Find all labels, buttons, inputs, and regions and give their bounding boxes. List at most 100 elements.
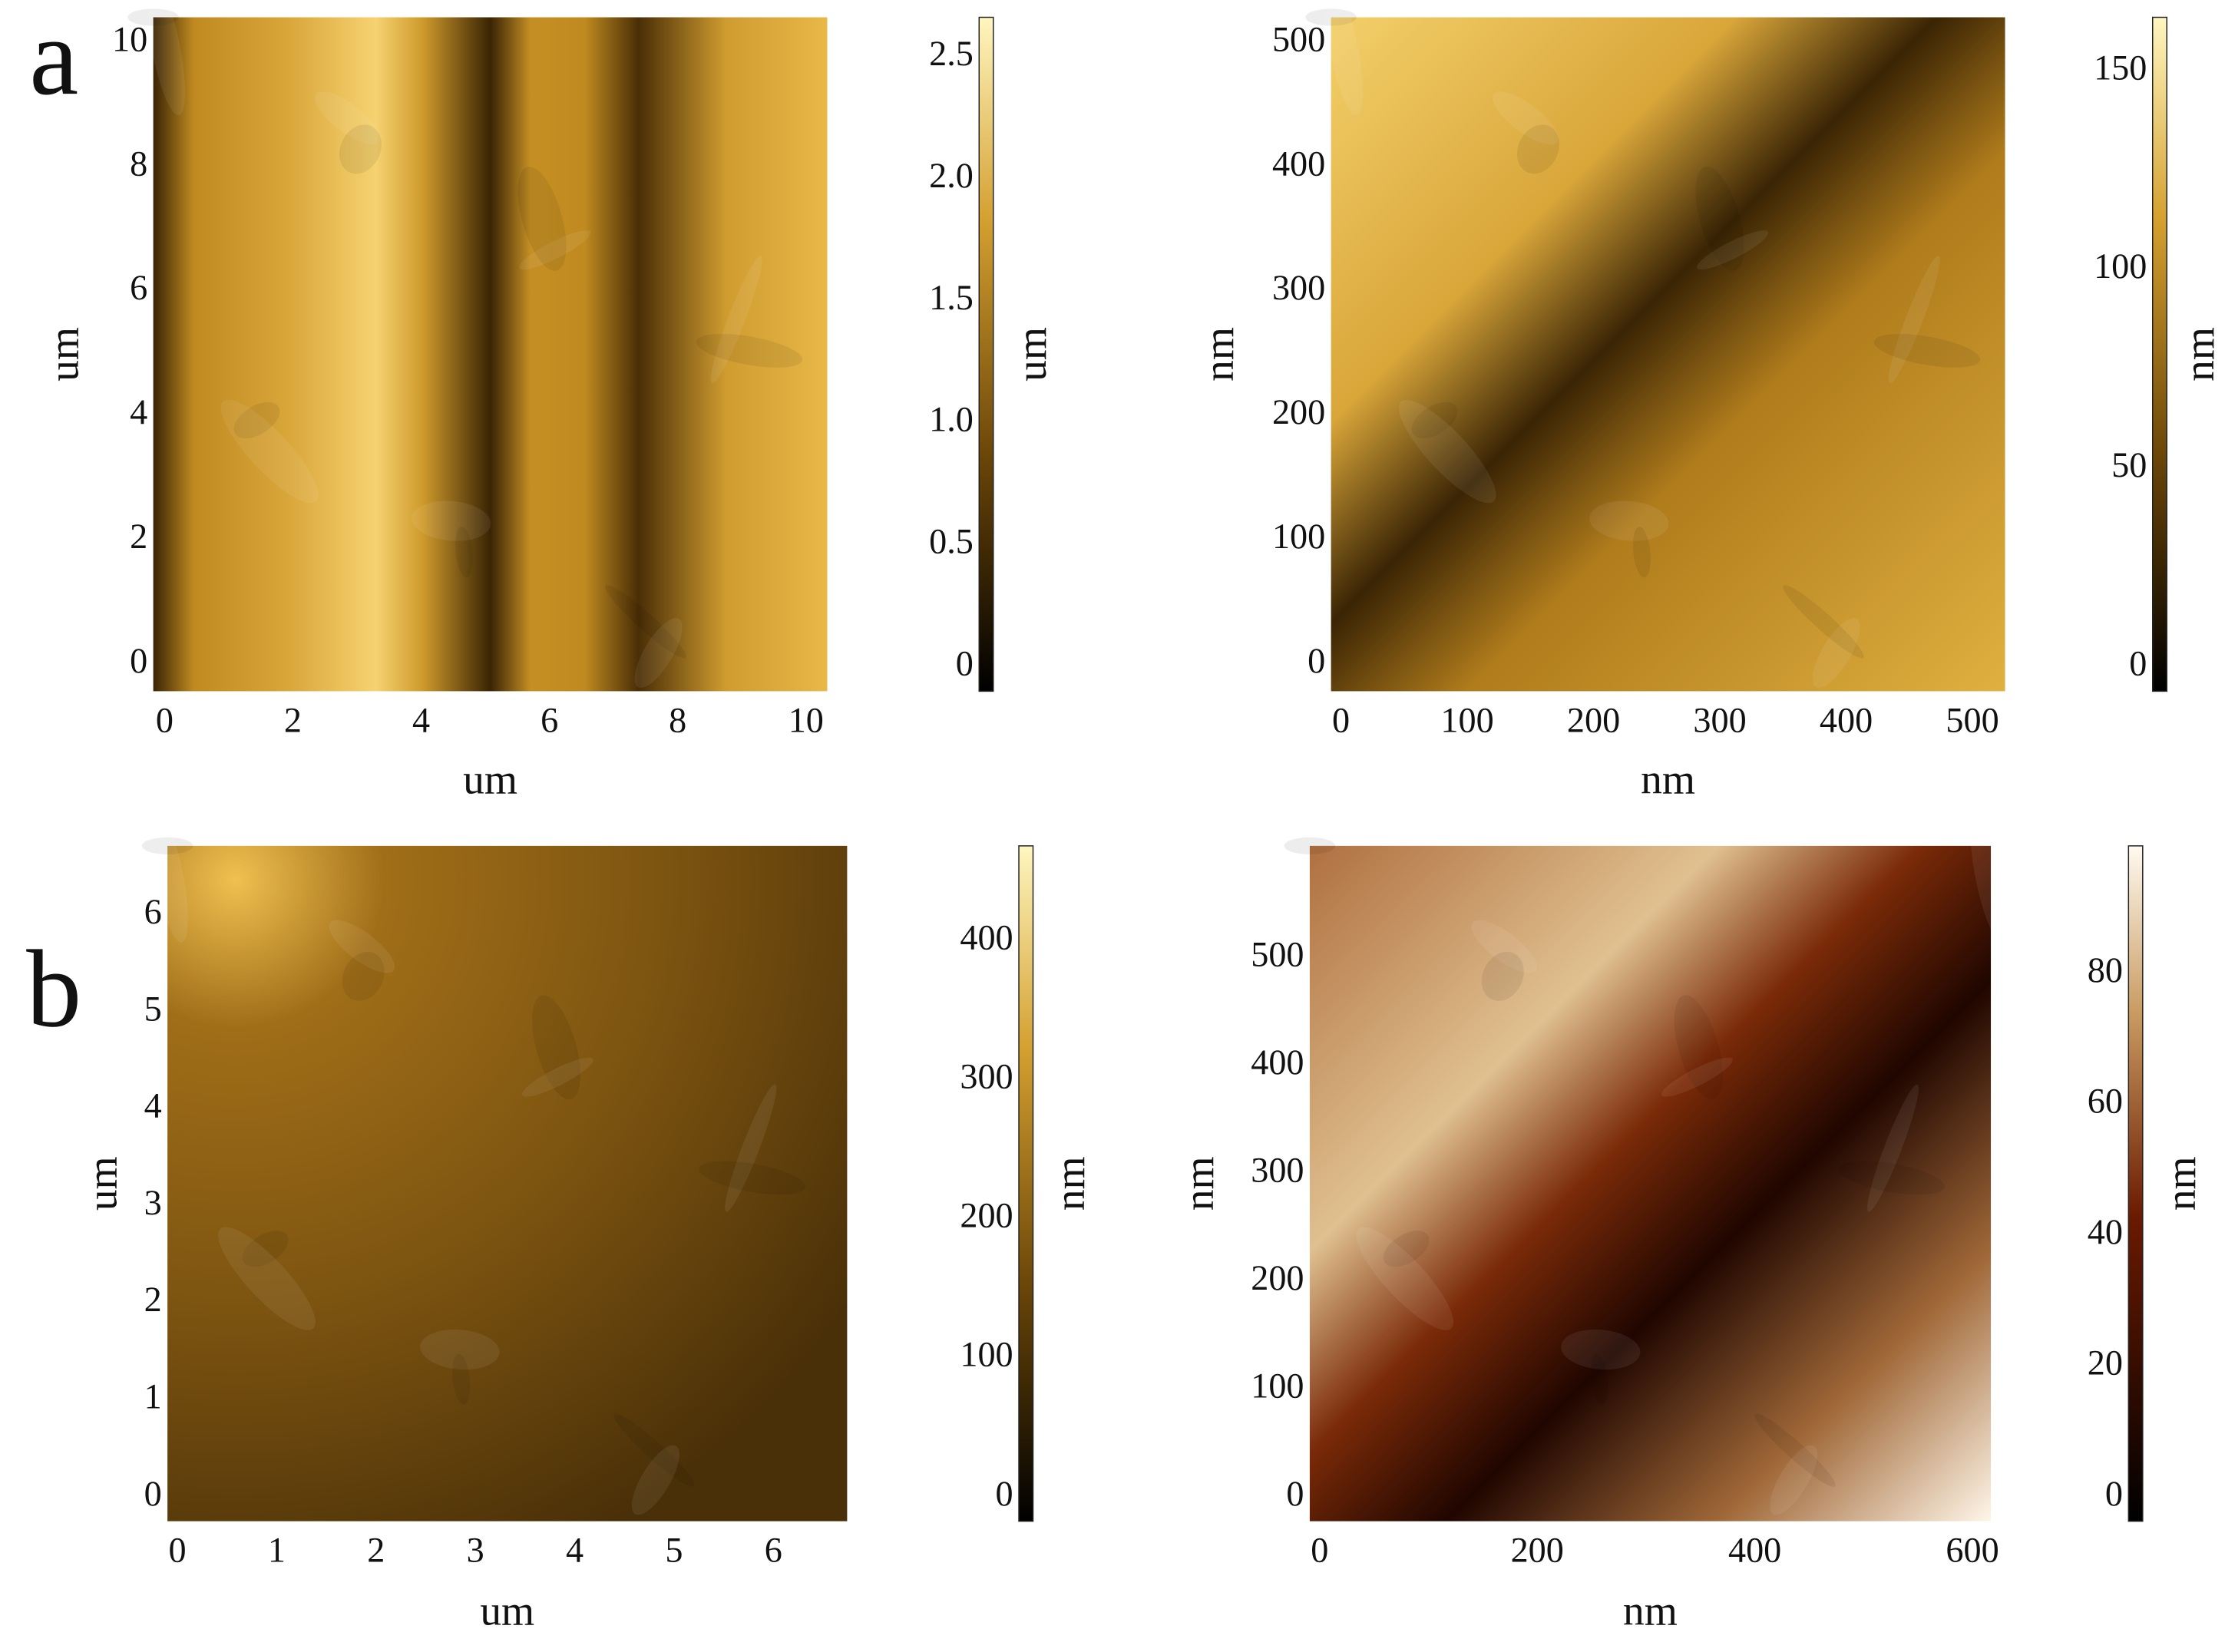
y-tick-label: 3: [144, 1183, 162, 1222]
colorbar-tick-label: 80: [2088, 950, 2123, 990]
y-tick-label: 6: [130, 268, 147, 307]
x-tick-label: 2: [367, 1531, 385, 1570]
texture: [517, 167, 567, 271]
y-tick-label: 500: [1272, 19, 1325, 58]
y-tick-label: 10: [112, 19, 147, 58]
texture: [1873, 333, 1981, 368]
afm-image: [153, 17, 828, 692]
x-tick-label: 0: [168, 1531, 186, 1570]
texture: [147, 0, 186, 116]
y-axis-label: um: [40, 327, 87, 382]
texture: [710, 256, 762, 384]
x-tick-label: 600: [1946, 1531, 1999, 1570]
y-axis-label: um: [78, 1156, 125, 1211]
colorbar-tick-label: 300: [960, 1056, 1013, 1095]
texture: [1284, 837, 1336, 854]
texture: [1661, 1057, 1733, 1097]
x-tick-label: 6: [541, 701, 558, 740]
texture: [127, 8, 179, 26]
afm-image: [1309, 845, 1992, 1521]
colorbar-tick-label: 200: [960, 1196, 1013, 1235]
colorbar-tick-label: 0: [2105, 1474, 2123, 1513]
y-tick-label: 8: [130, 144, 147, 183]
texture: [699, 1161, 805, 1195]
texture: [141, 837, 193, 854]
y-tick-label: 4: [144, 1086, 162, 1125]
colorbar-tick-label: 50: [2111, 445, 2147, 484]
x-tick-label: 100: [1440, 701, 1493, 740]
texture: [1674, 995, 1723, 1100]
texture: [1697, 230, 1769, 270]
texture: [519, 230, 591, 270]
x-tick-label: 300: [1693, 701, 1746, 740]
texture: [1493, 91, 1559, 145]
colorbar-tick-label: 1.5: [929, 278, 974, 317]
texture: [455, 527, 473, 578]
afm-image: [1331, 17, 2005, 692]
x-tick-label: 200: [1567, 701, 1620, 740]
colorbar-tick-label: 150: [2094, 48, 2147, 87]
x-axis-label: nm: [1623, 1587, 1678, 1634]
texture: [1867, 1084, 1919, 1212]
texture: [1324, 0, 1364, 116]
x-axis-label: um: [480, 1587, 534, 1634]
texture: [1398, 399, 1496, 504]
y-tick-label: 6: [144, 892, 162, 931]
x-axis-label: um: [463, 755, 517, 802]
x-tick-label: 400: [1728, 1531, 1781, 1570]
texture: [631, 1445, 679, 1515]
texture: [339, 124, 382, 174]
y-tick-label: 100: [1251, 1366, 1304, 1405]
texture: [531, 995, 581, 1100]
x-tick-label: 200: [1511, 1531, 1564, 1570]
texture: [521, 1057, 593, 1097]
texture: [1783, 585, 1864, 659]
y-tick-label: 5: [144, 989, 162, 1028]
colorbar-tick-label: 100: [2094, 246, 2147, 286]
y-tick-label: 4: [130, 392, 147, 431]
y-tick-label: 1: [144, 1377, 162, 1416]
colorbar-label: nm: [1046, 1156, 1093, 1211]
texture: [1517, 124, 1559, 174]
colorbar-tick-label: 2.0: [929, 156, 974, 195]
texture: [452, 1353, 471, 1405]
texture: [1356, 1227, 1454, 1330]
texture: [1838, 1161, 1945, 1195]
texture: [315, 91, 381, 145]
texture: [218, 1227, 316, 1330]
x-tick-label: 0: [1311, 1531, 1328, 1570]
texture: [605, 585, 686, 659]
y-tick-label: 400: [1251, 1042, 1304, 1082]
y-tick-label: 400: [1272, 144, 1325, 183]
texture: [1970, 808, 2009, 943]
y-tick-label: 0: [1286, 1474, 1304, 1513]
texture: [696, 333, 803, 368]
colorbar-tick-label: 0: [996, 1474, 1013, 1513]
y-tick-label: 0: [130, 641, 147, 680]
texture: [1888, 256, 1940, 384]
x-tick-label: 3: [467, 1531, 484, 1570]
y-tick-label: 200: [1272, 392, 1325, 431]
texture: [420, 1329, 500, 1370]
y-tick-label: 0: [1308, 641, 1325, 680]
colorbar: [2127, 845, 2144, 1522]
texture: [1632, 527, 1651, 578]
y-tick-label: 500: [1251, 934, 1304, 973]
y-axis-label: nm: [1175, 1156, 1222, 1211]
colorbar-tick-label: 0: [2129, 644, 2147, 683]
colorbar: [1018, 845, 1034, 1522]
texture: [725, 1084, 777, 1212]
texture: [220, 399, 319, 504]
colorbar: [2152, 16, 2167, 692]
x-tick-label: 6: [765, 1531, 782, 1570]
texture: [1305, 8, 1357, 26]
colorbar-label: nm: [2176, 327, 2223, 382]
texture: [150, 808, 188, 943]
texture: [1590, 1353, 1608, 1405]
texture: [1411, 401, 1458, 439]
y-tick-label: 2: [130, 517, 147, 556]
texture: [233, 401, 280, 439]
x-tick-label: 0: [1332, 701, 1350, 740]
texture: [1471, 920, 1537, 973]
colorbar-tick-label: 1.0: [929, 400, 974, 439]
